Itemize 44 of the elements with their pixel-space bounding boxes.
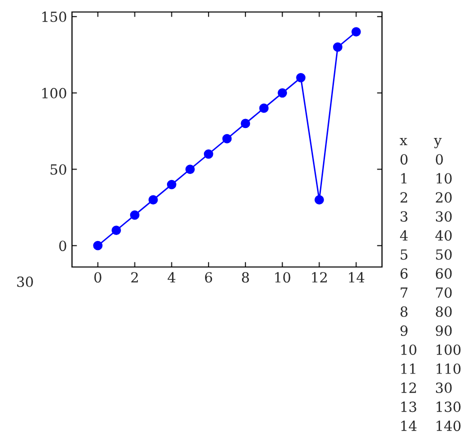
y-tick-label: 100 <box>42 88 66 98</box>
x-tick-label: 8 <box>242 272 249 283</box>
text: 11 110 <box>401 363 461 374</box>
x-tick-label: 14 <box>349 272 364 282</box>
text: 14 140 <box>401 420 461 432</box>
text: 5 50 <box>400 249 452 260</box>
text: 9 90 <box>400 325 452 336</box>
text: 2 20 <box>400 192 452 203</box>
text: 13 130 <box>401 402 461 412</box>
text: 12 30 <box>401 382 452 394</box>
text: 10 100 <box>401 344 461 355</box>
point <box>351 27 361 37</box>
point <box>185 164 195 174</box>
point <box>240 118 250 128</box>
point <box>130 210 140 220</box>
text: 30 <box>17 276 33 288</box>
point <box>148 195 158 204</box>
point <box>333 42 342 52</box>
point <box>222 134 232 144</box>
text: 7 70 <box>400 287 452 298</box>
x-tick-label: 6 <box>205 272 212 283</box>
text: 6 60 <box>400 268 452 279</box>
point <box>259 104 269 113</box>
text: x y <box>400 138 442 148</box>
x-tick-label: 4 <box>168 272 176 282</box>
text: 1 10 <box>401 173 452 184</box>
y-tick-label: 50 <box>50 164 66 175</box>
y-tick-label: 150 <box>42 12 66 22</box>
y-tick-label: 0 <box>59 240 66 252</box>
x-tick-label: 10 <box>275 272 290 283</box>
point <box>296 72 306 82</box>
point <box>166 180 176 190</box>
text: 3 30 <box>400 211 452 222</box>
x-tick-label: 2 <box>131 272 138 282</box>
x-tick-label: 0 <box>94 272 102 283</box>
point <box>314 195 324 204</box>
text: 0 0 <box>400 154 443 165</box>
point <box>112 226 121 236</box>
x-tick-label: 12 <box>312 272 327 282</box>
point <box>204 149 214 159</box>
point <box>93 240 103 250</box>
text: 4 40 <box>400 230 452 241</box>
point <box>278 88 288 98</box>
text: 8 80 <box>400 306 452 317</box>
